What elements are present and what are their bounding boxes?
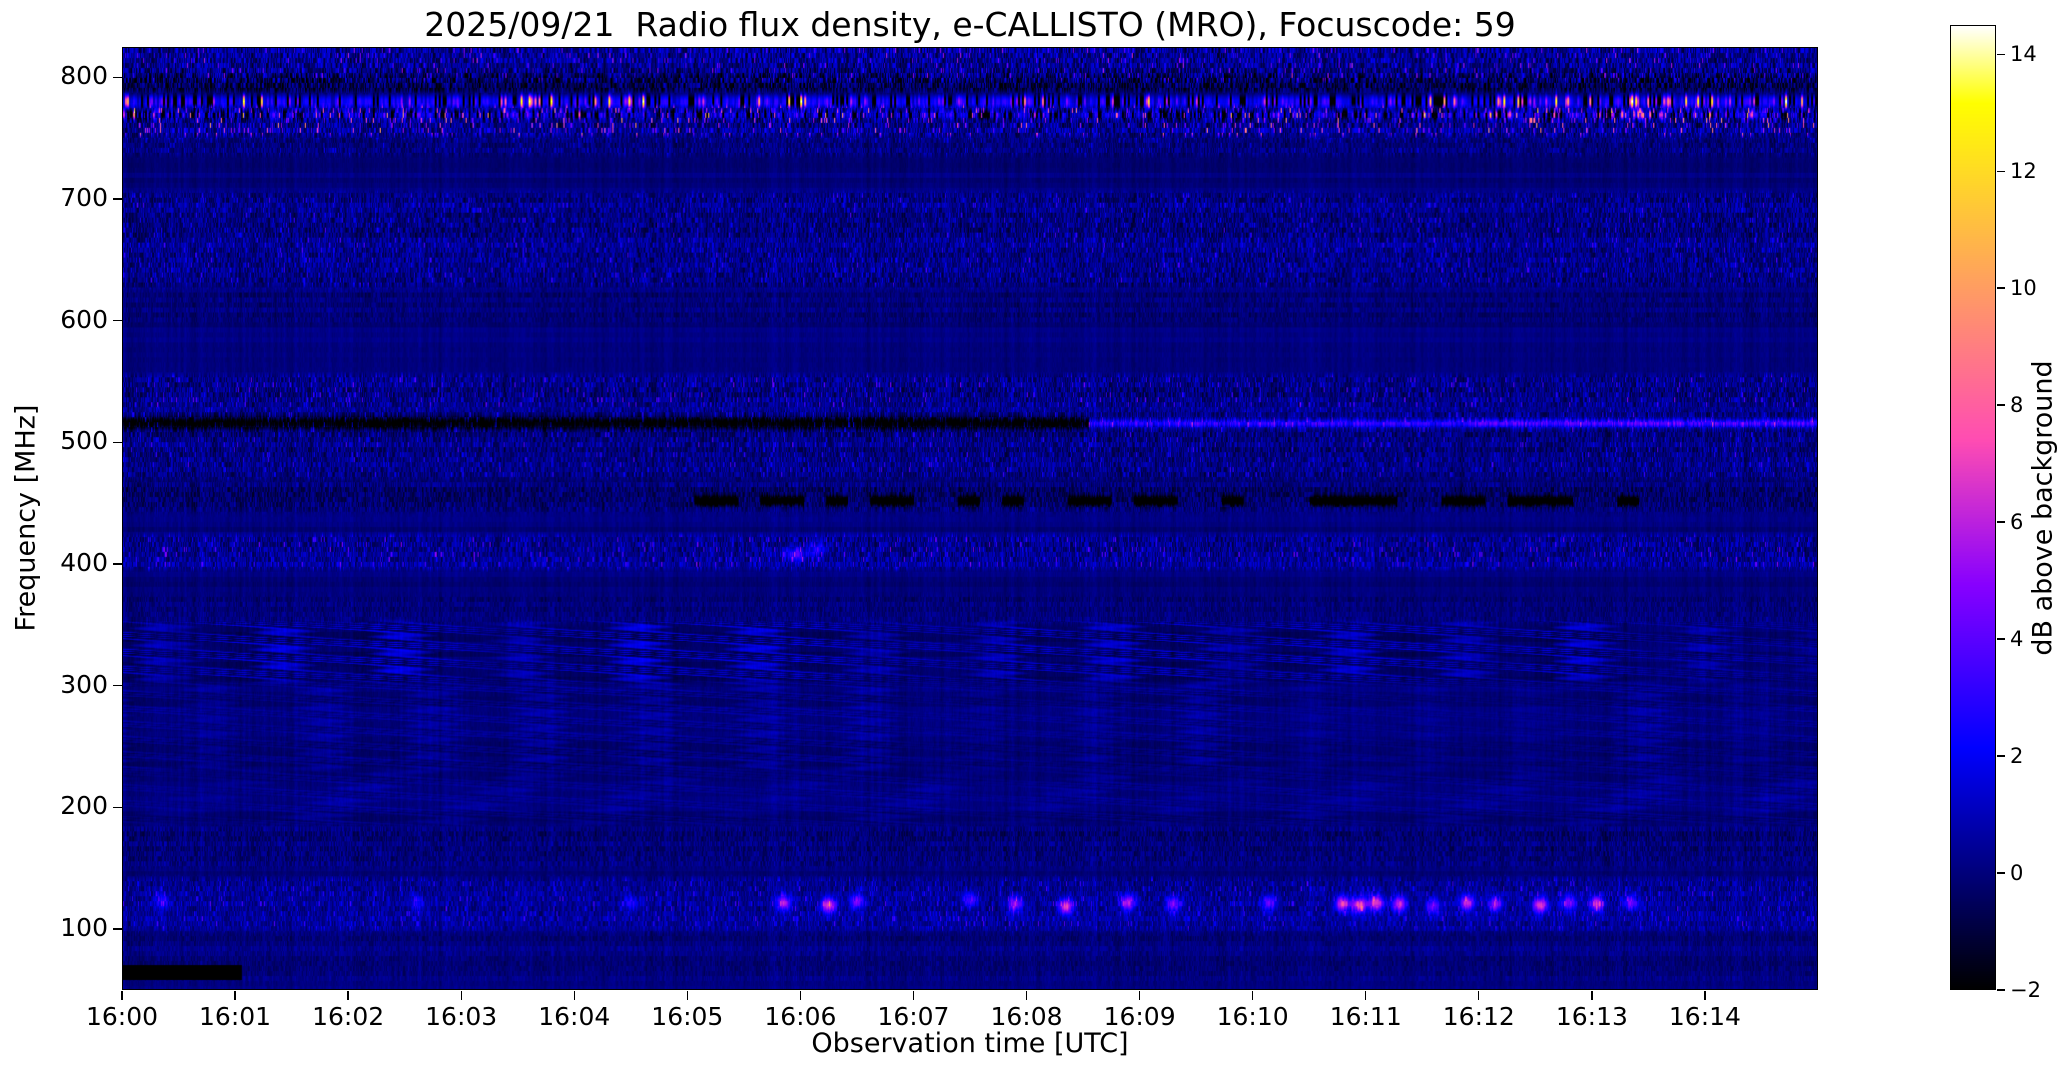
plot-area — [122, 47, 1818, 990]
colorbar-tick-label: 12 — [2010, 159, 2037, 184]
colorbar-tick-label: 14 — [2010, 42, 2037, 67]
x-tick-mark — [1591, 991, 1593, 1000]
y-tick-label: 600 — [60, 304, 108, 334]
x-axis-label: Observation time [UTC] — [811, 1028, 1129, 1059]
x-tick-mark — [686, 991, 689, 1000]
y-tick-mark — [113, 806, 122, 809]
colorbar-tick-mark — [1997, 872, 2005, 874]
colorbar — [1950, 25, 1996, 990]
y-axis-label: Frequency [MHz] — [10, 404, 42, 632]
y-tick-mark — [113, 441, 122, 444]
y-tick-mark — [113, 198, 122, 200]
colorbar-tick-mark — [1997, 989, 2005, 991]
colorbar-tick-label: 0 — [2010, 861, 2024, 886]
colorbar-tick-label: 4 — [2010, 627, 2024, 652]
y-tick-mark — [113, 928, 122, 930]
y-tick-label: 100 — [60, 913, 108, 943]
x-tick-mark — [1251, 991, 1254, 1000]
y-tick-mark — [113, 320, 122, 322]
colorbar-tick-label: 8 — [2010, 393, 2024, 418]
x-tick-mark — [799, 991, 802, 1000]
y-tick-label: 700 — [60, 183, 108, 213]
x-tick-mark — [1704, 991, 1706, 1000]
chart-title: 2025/09/21 Radio flux density, e-CALLIST… — [424, 5, 1516, 44]
x-tick-mark — [121, 991, 123, 1000]
x-tick-mark — [1025, 991, 1028, 1000]
colorbar-label: dB above background — [2027, 360, 2059, 656]
colorbar-tick-mark — [1997, 755, 2005, 757]
colorbar-tick-label: 10 — [2010, 276, 2037, 301]
colorbar-tick-label: −2 — [2010, 978, 2041, 1002]
colorbar-tick-mark — [1997, 287, 2005, 289]
x-tick-mark — [1365, 991, 1367, 1000]
colorbar-tick-mark — [1997, 638, 2005, 640]
x-tick-mark — [234, 991, 236, 1000]
colorbar-tick-mark — [1997, 53, 2005, 55]
x-tick-mark — [347, 991, 349, 1000]
x-tick-mark — [1138, 991, 1141, 1000]
x-tick-mark — [912, 991, 915, 1000]
colorbar-tick-mark — [1997, 521, 2005, 523]
x-tick-mark — [1478, 991, 1480, 1000]
colorbar-canvas — [1951, 26, 1995, 989]
spectrogram-canvas — [123, 48, 1817, 989]
colorbar-tick-label: 2 — [2010, 744, 2024, 769]
colorbar-tick-label: 6 — [2010, 510, 2024, 535]
x-tick-mark — [573, 991, 575, 1000]
y-tick-label: 200 — [60, 791, 108, 821]
colorbar-tick-mark — [1997, 404, 2005, 406]
x-tick-mark — [460, 991, 462, 1000]
y-tick-mark — [113, 685, 122, 687]
y-tick-label: 300 — [60, 669, 108, 699]
y-tick-mark — [113, 563, 122, 565]
y-tick-label: 800 — [60, 61, 108, 91]
colorbar-tick-mark — [1997, 170, 2005, 172]
y-tick-mark — [113, 76, 122, 79]
